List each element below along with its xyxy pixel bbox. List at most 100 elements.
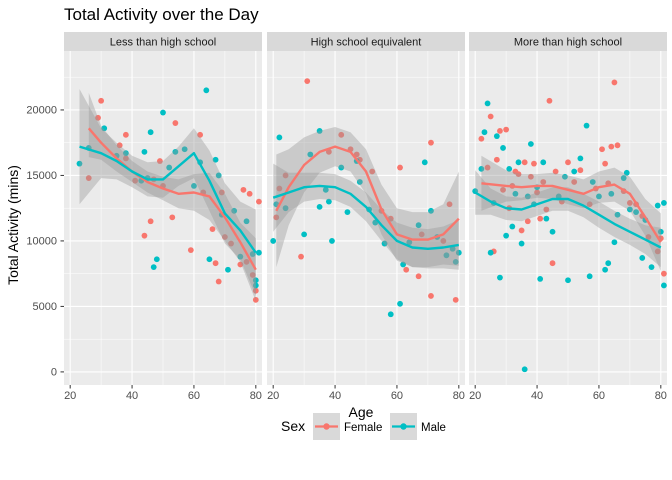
point-male xyxy=(141,148,148,155)
point-male xyxy=(540,159,547,166)
point-male xyxy=(443,252,450,259)
point-male xyxy=(571,168,578,175)
point-male xyxy=(487,249,494,256)
point-female xyxy=(418,231,425,238)
facet-strip-label: More than high school xyxy=(514,37,622,49)
point-male xyxy=(225,266,231,273)
point-male xyxy=(191,183,197,189)
point-male xyxy=(329,238,335,244)
y-axis-label: Total Activity (mins) xyxy=(5,165,21,285)
y-tick-label: 10000 xyxy=(26,235,57,247)
point-male xyxy=(605,260,612,267)
x-tick-label: 40 xyxy=(329,390,341,402)
point-male xyxy=(626,206,633,213)
point-male xyxy=(243,218,250,225)
y-tick-label: 5000 xyxy=(33,301,57,313)
point-female xyxy=(540,179,547,185)
point-male xyxy=(252,277,259,284)
legend-label-female: Female xyxy=(344,422,382,434)
point-female xyxy=(98,97,105,104)
smooth-line-female xyxy=(275,145,460,241)
point-female xyxy=(534,189,540,196)
point-male xyxy=(452,258,459,265)
x-tick-label: 40 xyxy=(126,390,138,402)
point-male xyxy=(608,190,615,197)
point-female xyxy=(654,248,661,255)
point-female xyxy=(500,186,506,193)
point-male xyxy=(509,223,516,230)
point-male xyxy=(518,240,525,247)
point-male xyxy=(212,156,219,163)
point-female xyxy=(515,171,522,178)
point-female xyxy=(221,234,228,240)
point-female xyxy=(215,278,222,285)
point-male xyxy=(203,87,210,94)
point-female xyxy=(95,114,101,121)
point-male xyxy=(249,251,256,257)
point-female xyxy=(527,173,534,180)
point-male xyxy=(397,300,403,307)
point-female xyxy=(537,215,544,222)
point-female xyxy=(240,186,247,193)
point-male xyxy=(515,159,522,166)
legend-point-female xyxy=(323,423,330,430)
point-female xyxy=(645,234,652,240)
smooth-line-male xyxy=(272,184,459,250)
point-male xyxy=(455,249,462,256)
point-female xyxy=(132,177,139,184)
point-female xyxy=(157,158,163,164)
point-female xyxy=(428,139,434,146)
legend-title: Sex xyxy=(281,418,305,434)
smooth-line-female xyxy=(481,182,662,243)
point-male xyxy=(493,133,500,140)
point-male xyxy=(122,150,129,157)
x-tick-label: 80 xyxy=(250,390,262,402)
y-tick-label: 20000 xyxy=(26,104,57,116)
point-male xyxy=(231,207,238,214)
point-male xyxy=(338,164,345,171)
point-male xyxy=(562,173,568,180)
facet-strip xyxy=(64,32,262,51)
point-male xyxy=(565,277,571,284)
point-female xyxy=(552,168,559,175)
point-male xyxy=(478,165,485,172)
legend-item-male: Male xyxy=(390,413,446,440)
x-tick-label: 80 xyxy=(453,390,465,402)
y-tick-label: 0 xyxy=(51,366,57,378)
point-female xyxy=(122,131,129,138)
point-male xyxy=(322,186,329,193)
point-female xyxy=(497,127,503,134)
point-female xyxy=(452,296,459,303)
point-male xyxy=(172,148,179,155)
point-male xyxy=(215,172,222,179)
point-female xyxy=(484,164,491,171)
point-female xyxy=(249,272,256,278)
point-female xyxy=(187,247,194,253)
point-male xyxy=(623,169,630,176)
point-female xyxy=(577,167,584,174)
point-male xyxy=(316,203,323,210)
facet-strip-label: Less than high school xyxy=(110,37,216,49)
point-female xyxy=(608,143,615,150)
point-female xyxy=(599,146,605,153)
point-male xyxy=(428,207,434,214)
point-female xyxy=(524,218,531,225)
point-male xyxy=(602,266,609,273)
point-male xyxy=(344,209,351,216)
x-tick-label: 80 xyxy=(655,390,667,402)
point-female xyxy=(661,270,667,277)
point-male xyxy=(307,151,314,158)
point-male xyxy=(282,205,289,212)
confidence-band-male xyxy=(273,163,459,270)
point-male xyxy=(503,232,510,239)
legend-point-male xyxy=(400,423,407,430)
point-female xyxy=(546,97,553,104)
x-tick-label: 60 xyxy=(188,390,200,402)
point-female xyxy=(415,273,422,280)
point-female xyxy=(353,151,360,158)
point-male xyxy=(406,239,413,246)
legend-item-female: Female xyxy=(313,413,382,440)
point-female xyxy=(531,160,537,167)
